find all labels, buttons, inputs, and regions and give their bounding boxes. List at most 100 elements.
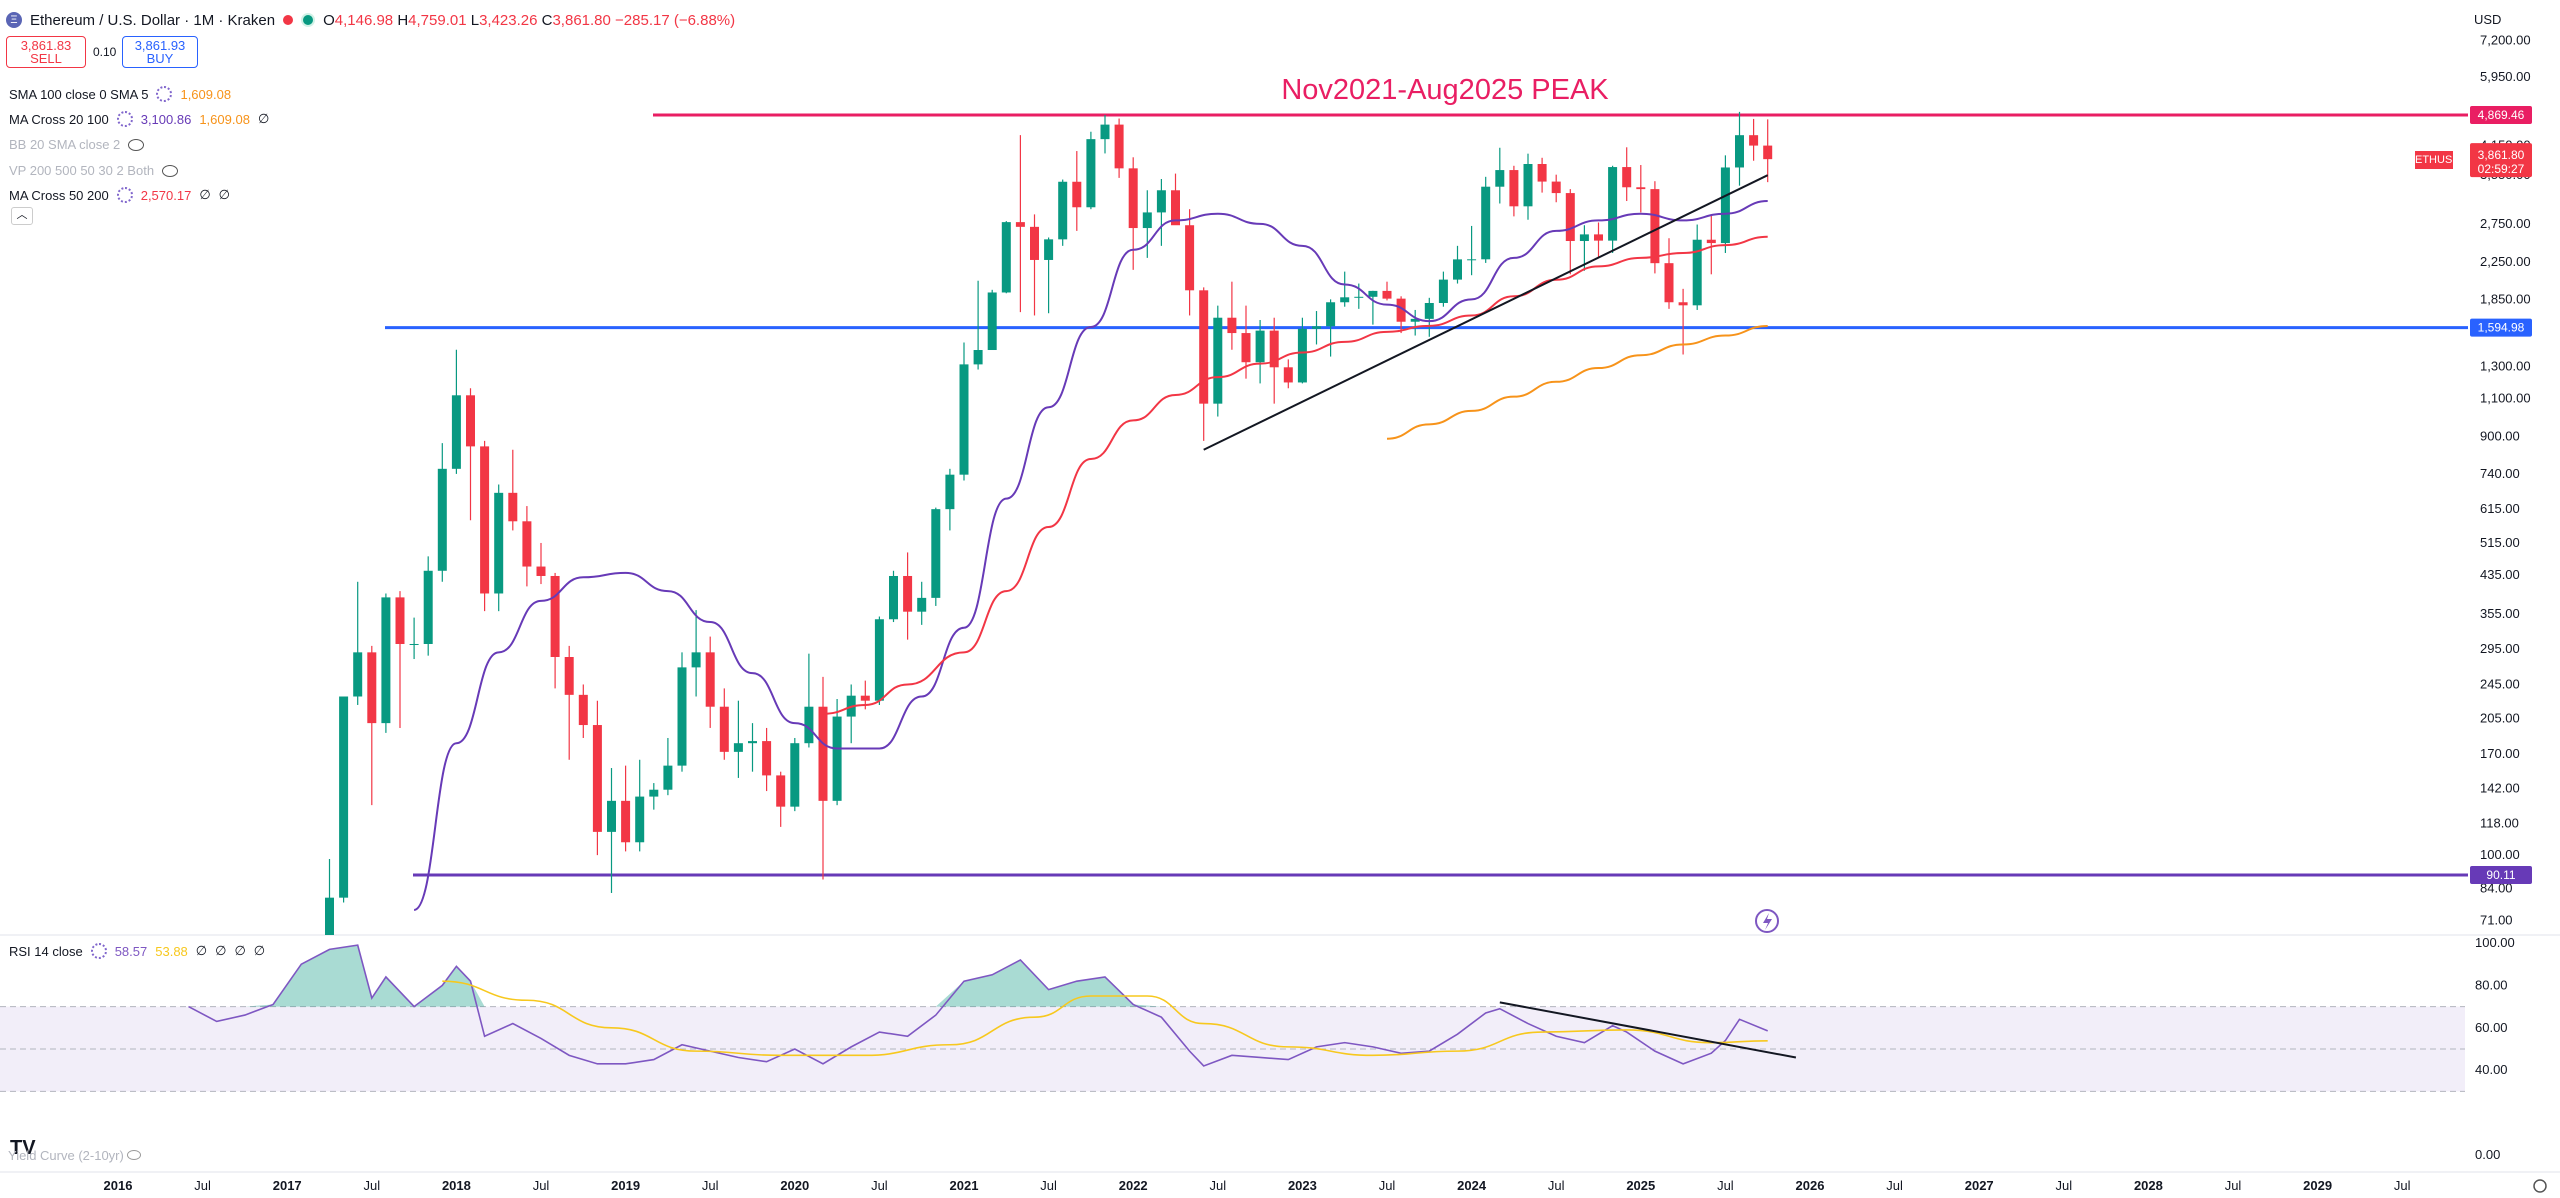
- indicator-legend[interactable]: VP 200 500 50 30 2 Both: [9, 163, 179, 178]
- candle-body: [1664, 263, 1674, 303]
- candle: [536, 542, 546, 585]
- candle: [564, 645, 574, 760]
- candle: [607, 768, 616, 893]
- rsi-pane: 100.00 80.00 60.00 40.00 0.00: [0, 935, 2515, 1162]
- rsi-legend[interactable]: RSI 14 close 58.57 53.88 ∅ ∅ ∅ ∅: [9, 943, 265, 959]
- candle: [1551, 174, 1561, 203]
- candle-body: [367, 652, 377, 724]
- candle: [987, 289, 997, 351]
- candle: [762, 727, 772, 792]
- candle: [705, 636, 715, 728]
- time-tick-label: Jul: [871, 1178, 888, 1193]
- price-tick-label: 515.00: [2480, 535, 2520, 550]
- indicator-value: ∅: [199, 187, 211, 202]
- indicator-value: 53.88: [155, 943, 188, 959]
- candle-body: [1720, 167, 1730, 244]
- symbol-title[interactable]: Ethereum / U.S. Dollar · 1M · Kraken: [30, 11, 276, 29]
- candle: [1213, 305, 1223, 417]
- buy-button[interactable]: 3,861.93 BUY: [122, 36, 198, 68]
- indicator-legend[interactable]: SMA 100 close 0 SMA 5 1,609.08: [9, 86, 231, 102]
- candle: [1706, 215, 1716, 275]
- candle-body: [1185, 225, 1195, 291]
- candle-body: [1114, 124, 1124, 169]
- candle: [1594, 222, 1603, 258]
- candle: [1015, 135, 1025, 313]
- candle-body: [522, 521, 532, 567]
- price-tick-label: 1,100.00: [2480, 390, 2531, 405]
- candle-body: [903, 575, 913, 612]
- candle-body: [339, 696, 349, 898]
- candle-body: [1044, 239, 1054, 260]
- time-axis[interactable]: 2016 Jul 2017 Jul 2018 Jul 2019 Jul 2020 Jul 2021 J…: [0, 1171, 2560, 1193]
- symbol-header[interactable]: Ξ Ethereum / U.S. Dollar · 1M · Kraken O…: [0, 0, 735, 40]
- indicator-legend[interactable]: MA Cross 50 200 2,570.17 ∅ ∅: [9, 187, 230, 203]
- support-price-tag: 1,594.98: [2470, 318, 2532, 337]
- candle: [945, 468, 955, 531]
- eye-icon[interactable]: [162, 164, 179, 177]
- tradingview-logo[interactable]: TV: [10, 1137, 36, 1159]
- candle: [649, 783, 659, 810]
- candle: [1438, 271, 1448, 307]
- candle: [691, 610, 701, 697]
- indicator-legend[interactable]: BB 20 SMA close 2: [9, 137, 145, 152]
- candle: [1608, 165, 1618, 253]
- currency-label[interactable]: USD: [2474, 12, 2502, 27]
- candle-body: [1650, 189, 1660, 264]
- candle: [804, 653, 814, 748]
- candle: [1072, 151, 1082, 231]
- settings-icon[interactable]: [116, 111, 133, 127]
- candle: [1297, 317, 1307, 384]
- indicator-value: ∅: [195, 943, 208, 958]
- price-tick-label: 5,950.00: [2480, 69, 2531, 84]
- price-tick-label: 740.00: [2480, 466, 2520, 481]
- indicator-name: SMA 100 close 0 SMA 5: [9, 86, 149, 102]
- spread-value: 0.10: [93, 45, 117, 59]
- time-tick-label: 2023: [1288, 1178, 1317, 1193]
- eye-icon[interactable]: [128, 138, 145, 151]
- candle-body: [1340, 297, 1350, 303]
- candle-body: [1086, 139, 1096, 208]
- candle-body: [423, 570, 433, 644]
- low-price-tag-text: 90.11: [2486, 868, 2515, 882]
- candle-body: [1368, 290, 1378, 297]
- indicator-value: ∅: [218, 187, 230, 202]
- candle: [790, 737, 800, 812]
- indicator-legend[interactable]: MA Cross 20 100 3,100.86 1,609.08 ∅: [9, 111, 269, 127]
- candle: [1128, 157, 1138, 270]
- price-tick-label: 2,750.00: [2480, 216, 2531, 231]
- live-status-icon: [301, 13, 316, 27]
- indicator-value: 58.57: [114, 943, 148, 959]
- settings-icon[interactable]: [90, 943, 107, 959]
- sell-button[interactable]: 3,861.83 SELL: [6, 36, 86, 68]
- sell-label: SELL: [30, 51, 62, 66]
- settings-icon[interactable]: [116, 187, 133, 203]
- candle: [1368, 290, 1378, 325]
- ethereum-icon: Ξ: [6, 12, 22, 28]
- rsi-overbought-fill: [188, 945, 1768, 1007]
- price-tick-label: 355.00: [2480, 606, 2520, 621]
- price-axis[interactable]: 7,200.005,950.004,150.003,550.002,750.00…: [2480, 32, 2531, 927]
- candle: [1565, 189, 1575, 275]
- settings-icon[interactable]: [156, 86, 173, 102]
- candle: [550, 572, 560, 689]
- time-tick-label: Jul: [2225, 1178, 2242, 1193]
- time-tick-label: 2022: [1119, 1178, 1148, 1193]
- collapse-legend-button[interactable]: ︿: [11, 207, 33, 225]
- horizontal-lines[interactable]: [385, 113, 2468, 877]
- candle-body: [973, 350, 983, 365]
- candle-body: [987, 292, 997, 351]
- rsi-tick-label: 0.00: [2475, 1147, 2500, 1162]
- trendlines[interactable]: [1203, 174, 1769, 451]
- candle-body: [592, 725, 602, 832]
- candle-body: [1058, 181, 1068, 240]
- candle-body: [1438, 279, 1448, 303]
- yield-curve-legend[interactable]: Yield Curve (2-10yr): [8, 1148, 142, 1163]
- candle-body: [1269, 330, 1279, 368]
- time-tick-label: 2018: [442, 1178, 471, 1193]
- peak-annotation[interactable]: Nov2021-Aug2025 PEAK: [1281, 74, 1609, 106]
- price-tick-label: 100.00: [2480, 847, 2520, 862]
- flash-icon[interactable]: [1755, 909, 1779, 933]
- rsi-tick-label: 100.00: [2475, 935, 2515, 950]
